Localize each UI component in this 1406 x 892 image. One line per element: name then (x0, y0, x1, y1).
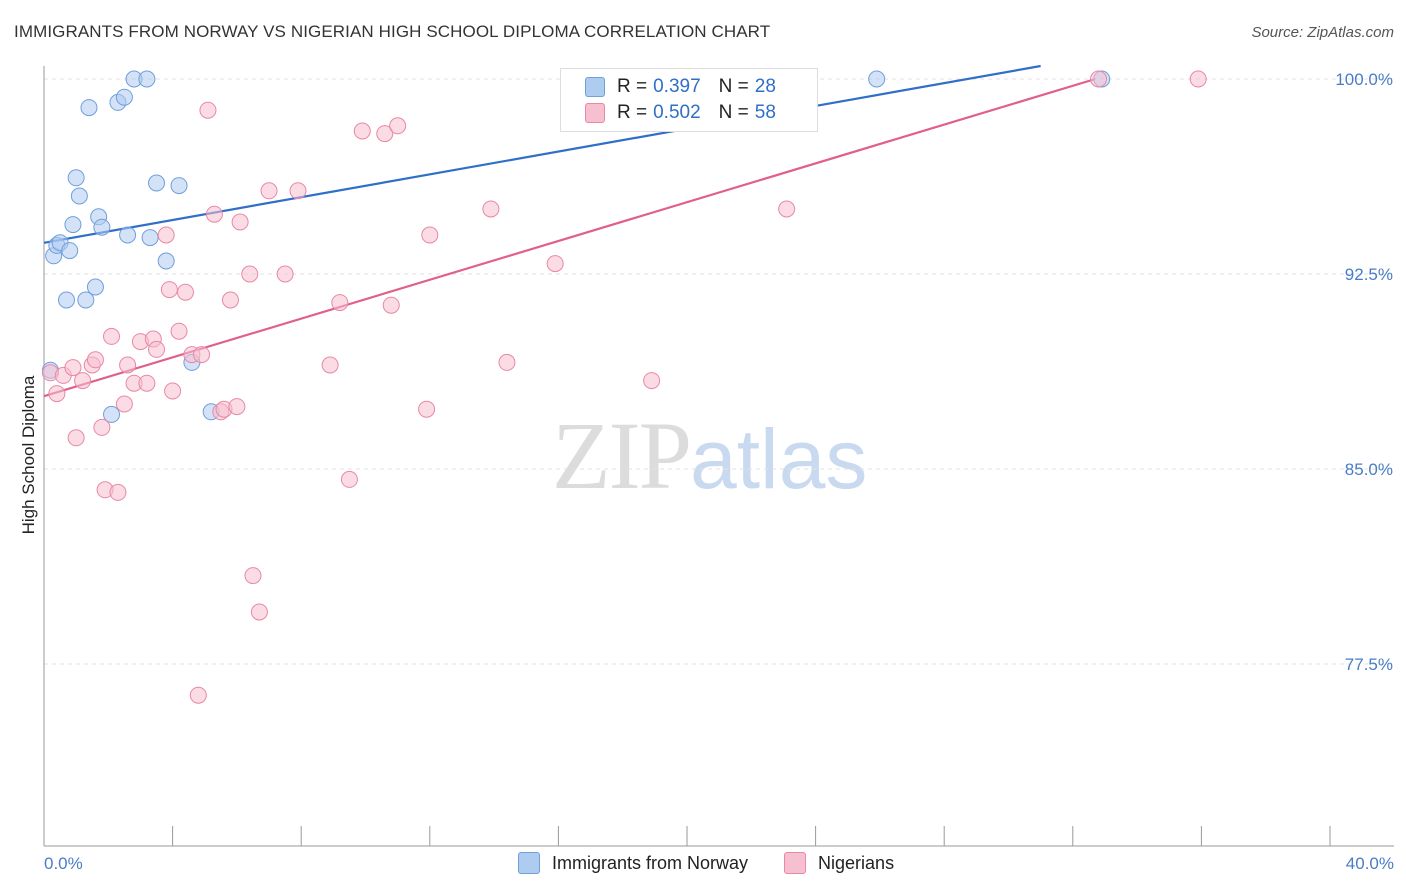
legend-n-value: 58 (755, 102, 776, 124)
nigerian-point (87, 352, 103, 368)
nigerian-point (332, 295, 348, 311)
y-tick-label: 92.5% (1345, 265, 1393, 284)
norway-point (81, 100, 97, 116)
nigerian-point (1091, 71, 1107, 87)
legend-n-label: N = (719, 102, 749, 124)
nigerian-point (49, 386, 65, 402)
legend-n-value: 28 (755, 76, 776, 98)
norway-point (120, 227, 136, 243)
legend-row-norway: R = 0.397 N = 28 (585, 75, 776, 99)
series-swatch-nigerians (784, 852, 806, 874)
nigerian-point (222, 292, 238, 308)
scatter-chart: 77.5% 85.0% 92.5% 100.0% 0.0% 40.0% High Scho… (0, 0, 1406, 892)
x-tick-label: 40.0% (1346, 854, 1394, 873)
nigerian-point (110, 484, 126, 500)
legend-r-value: 0.397 (653, 76, 701, 98)
nigerian-point (779, 201, 795, 217)
nigerian-point (171, 323, 187, 339)
nigerian-point (206, 206, 222, 222)
nigerian-point (499, 354, 515, 370)
nigerian-point (139, 375, 155, 391)
stats-legend: R = 0.397 N = 28 R = 0.502 N = 58 (560, 68, 818, 132)
nigerian-point (277, 266, 293, 282)
norway-point (116, 89, 132, 105)
nigerian-point (390, 118, 406, 134)
nigerian-point (251, 604, 267, 620)
nigerian-point (322, 357, 338, 373)
nigerian-point (120, 357, 136, 373)
nigerian-point (422, 227, 438, 243)
nigerian-point (161, 282, 177, 298)
series-swatch-norway (518, 852, 540, 874)
nigerian-point (229, 399, 245, 415)
norway-point (62, 243, 78, 259)
norway-point (149, 175, 165, 191)
nigerian-point (341, 471, 357, 487)
legend-r-label: R = (617, 102, 647, 124)
norway-point (87, 279, 103, 295)
series-label-nigerians: Nigerians (818, 853, 894, 874)
axes (44, 66, 1394, 846)
nigerian-point (165, 383, 181, 399)
series-label-norway: Immigrants from Norway (552, 853, 748, 874)
legend-swatch-norway (585, 77, 605, 97)
nigerian-point (194, 347, 210, 363)
legend-r-label: R = (617, 76, 647, 98)
nigerian-point (75, 373, 91, 389)
nigerian-point (419, 401, 435, 417)
nigerian-point (644, 373, 660, 389)
nigerian-point (232, 214, 248, 230)
legend-swatch-nigerians (585, 103, 605, 123)
legend-n-label: N = (719, 76, 749, 98)
norway-trend-line (44, 66, 1041, 243)
norway-point (59, 292, 75, 308)
nigerian-point (547, 256, 563, 272)
nigerian-point (190, 687, 206, 703)
tick-labels: 77.5% 85.0% 92.5% 100.0% 0.0% 40.0% (44, 70, 1394, 873)
nigerian-point (68, 430, 84, 446)
series-legend-norway[interactable]: Immigrants from Norway (518, 852, 748, 874)
norway-point (65, 217, 81, 233)
y-tick-label: 77.5% (1345, 655, 1393, 674)
norway-point (139, 71, 155, 87)
x-tick-label: 0.0% (44, 854, 83, 873)
y-tick-label: 100.0% (1335, 70, 1393, 89)
nigerian-point (483, 201, 499, 217)
series-legend-nigerians[interactable]: Nigerians (784, 852, 894, 874)
norway-point (158, 253, 174, 269)
nigerian-point (383, 297, 399, 313)
norway-point (94, 219, 110, 235)
nigerian-point (116, 396, 132, 412)
legend-r-value: 0.502 (653, 102, 701, 124)
nigerian-point (149, 341, 165, 357)
nigerian-point (200, 102, 216, 118)
y-axis-label: High School Diploma (19, 375, 38, 534)
nigerian-point (94, 419, 110, 435)
legend-row-nigerians: R = 0.502 N = 58 (585, 101, 776, 125)
norway-point (171, 178, 187, 194)
nigerian-point (242, 266, 258, 282)
nigerian-point (354, 123, 370, 139)
norway-point (71, 188, 87, 204)
nigerian-point (245, 568, 261, 584)
norway-point (869, 71, 885, 87)
nigerian-point (158, 227, 174, 243)
nigerian-point (1190, 71, 1206, 87)
nigerian-point (261, 183, 277, 199)
data-points (42, 71, 1206, 703)
nigerian-point (290, 183, 306, 199)
nigerian-point (177, 284, 193, 300)
norway-point (68, 170, 84, 186)
nigerian-point (104, 328, 120, 344)
series-legend: Immigrants from Norway Nigerians (518, 852, 930, 874)
y-tick-label: 85.0% (1345, 460, 1393, 479)
norway-point (142, 230, 158, 246)
